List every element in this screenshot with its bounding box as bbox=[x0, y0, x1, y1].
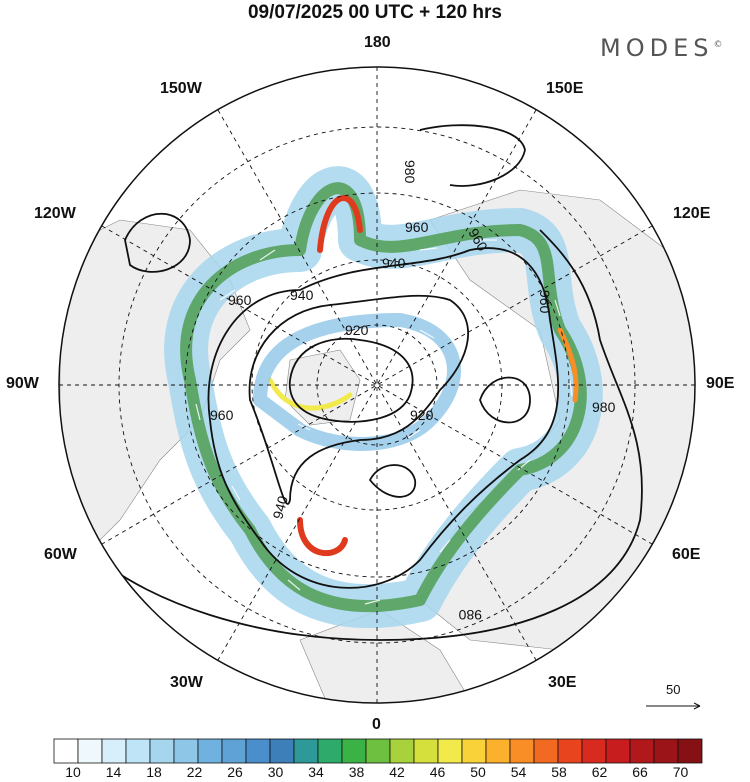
colorbar-swatch bbox=[341, 738, 367, 764]
colorbar-tick-label: 34 bbox=[308, 764, 324, 780]
jet-core-arctic bbox=[267, 377, 353, 411]
contour-closed-pacific bbox=[124, 213, 191, 273]
colorbar-tick-label: 42 bbox=[389, 764, 405, 780]
reference-vector-arrow bbox=[646, 702, 701, 710]
copyright-mark: © bbox=[713, 40, 723, 50]
contour-label: 920 bbox=[345, 322, 369, 338]
colorbar-tick-label: 70 bbox=[672, 764, 689, 780]
jet-core-atlantic bbox=[297, 517, 348, 556]
colorbar-tick-label: 30 bbox=[267, 764, 284, 780]
modes-logo: MODES© bbox=[600, 34, 722, 62]
contour-label: 960 bbox=[210, 407, 234, 423]
polar-wind-map: 980 960 960 940 920 940 960 960 920 940 … bbox=[58, 66, 696, 704]
reference-vector-value: 50 bbox=[666, 682, 681, 697]
graticule bbox=[59, 67, 695, 703]
colorbar-tick-label: 46 bbox=[429, 764, 446, 780]
lon-label-120w: 120W bbox=[34, 205, 76, 222]
colorbar-tick-label: 38 bbox=[348, 764, 365, 780]
colorbar-swatch bbox=[557, 738, 583, 764]
colorbar-tick-label: 62 bbox=[591, 764, 608, 780]
contour-label: 960 bbox=[537, 290, 553, 314]
colorbar-swatch bbox=[389, 738, 415, 764]
colorbar-swatch bbox=[413, 738, 439, 764]
colorbar-swatch bbox=[269, 738, 295, 764]
colorbar-swatch bbox=[605, 738, 631, 764]
colorbar-swatch bbox=[461, 738, 487, 764]
contour-960 bbox=[207, 247, 560, 589]
contour-940 bbox=[248, 294, 469, 505]
colorbar-swatch bbox=[509, 738, 535, 764]
colorbar-swatch bbox=[77, 738, 103, 764]
contour-label: 980 bbox=[402, 160, 418, 184]
colorbar-swatch bbox=[533, 738, 559, 764]
colorbar-swatch bbox=[221, 738, 247, 764]
jet-inner-band bbox=[253, 313, 461, 451]
contour-closed-europe bbox=[368, 464, 416, 498]
lon-label-0: 0 bbox=[372, 716, 381, 733]
wind-vectors bbox=[195, 239, 573, 605]
lon-label-150w: 150W bbox=[160, 80, 202, 97]
colorbar-tick-label: 50 bbox=[470, 764, 486, 780]
colorbar-swatch bbox=[101, 738, 127, 764]
lon-label-60e: 60E bbox=[672, 546, 701, 563]
colorbar bbox=[53, 738, 703, 764]
contour-labels: 980 960 960 940 920 940 960 960 920 940 … bbox=[210, 160, 616, 623]
jet-core-pacific bbox=[317, 195, 363, 253]
colorbar-swatch bbox=[245, 738, 271, 764]
contour-label: 940 bbox=[290, 287, 314, 303]
colorbar-swatch bbox=[173, 738, 199, 764]
colorbar-tick-label: 14 bbox=[105, 764, 122, 780]
colorbar-tick-label: 18 bbox=[146, 764, 162, 780]
colorbar-swatch bbox=[485, 738, 511, 764]
contour-980-outer bbox=[99, 229, 643, 641]
contour-920 bbox=[288, 337, 414, 423]
colorbar-tick-label: 10 bbox=[65, 764, 81, 780]
lon-label-90e: 90E bbox=[706, 375, 735, 392]
lon-label-180: 180 bbox=[364, 34, 391, 51]
lon-label-30w: 30W bbox=[170, 674, 203, 691]
contour-980-north bbox=[419, 124, 526, 187]
colorbar-swatch bbox=[125, 738, 151, 764]
map-boundary bbox=[58, 66, 696, 704]
colorbar-swatch bbox=[53, 738, 79, 764]
latitude-circle-60 bbox=[184, 192, 570, 578]
contour-label: 940 bbox=[382, 255, 406, 271]
lon-label-150e: 150E bbox=[546, 80, 584, 97]
colorbar-swatch bbox=[629, 738, 655, 764]
colorbar-swatch bbox=[653, 738, 679, 764]
brand-name: MODES bbox=[600, 34, 714, 62]
colorbar-tick-label: 54 bbox=[510, 764, 527, 780]
contour-label: 980 bbox=[592, 399, 616, 415]
colorbar-swatch bbox=[365, 738, 391, 764]
colorbar-tick-label: 66 bbox=[632, 764, 648, 780]
colorbar-swatch bbox=[293, 738, 319, 764]
colorbar-swatch bbox=[581, 738, 607, 764]
colorbar-tick-label: 26 bbox=[227, 764, 243, 780]
lon-label-90w: 90W bbox=[6, 375, 39, 392]
contour-label: 960 bbox=[405, 219, 429, 235]
contour-closed-siberia bbox=[479, 376, 531, 424]
colorbar-swatch bbox=[677, 738, 703, 764]
lon-label-30e: 30E bbox=[548, 674, 577, 691]
page-title: 09/07/2025 00 UTC + 120 hrs bbox=[247, 2, 503, 23]
colorbar-swatch bbox=[197, 738, 223, 764]
colorbar-tick-label: 58 bbox=[551, 764, 567, 780]
jet-core-siberia bbox=[557, 327, 579, 403]
lon-label-120e: 120E bbox=[673, 205, 711, 222]
colorbar-swatch bbox=[437, 738, 463, 764]
lon-label-60w: 60W bbox=[44, 546, 77, 563]
contour-label: 960 bbox=[228, 292, 252, 308]
height-contours bbox=[99, 124, 643, 641]
colorbar-swatch bbox=[317, 738, 343, 764]
map-disc bbox=[59, 67, 695, 703]
colorbar-tick-label: 22 bbox=[186, 764, 203, 780]
contour-label: 920 bbox=[410, 407, 434, 423]
colorbar-swatch bbox=[149, 738, 175, 764]
contour-label: 980 bbox=[458, 607, 482, 623]
contour-label: 940 bbox=[269, 494, 291, 521]
